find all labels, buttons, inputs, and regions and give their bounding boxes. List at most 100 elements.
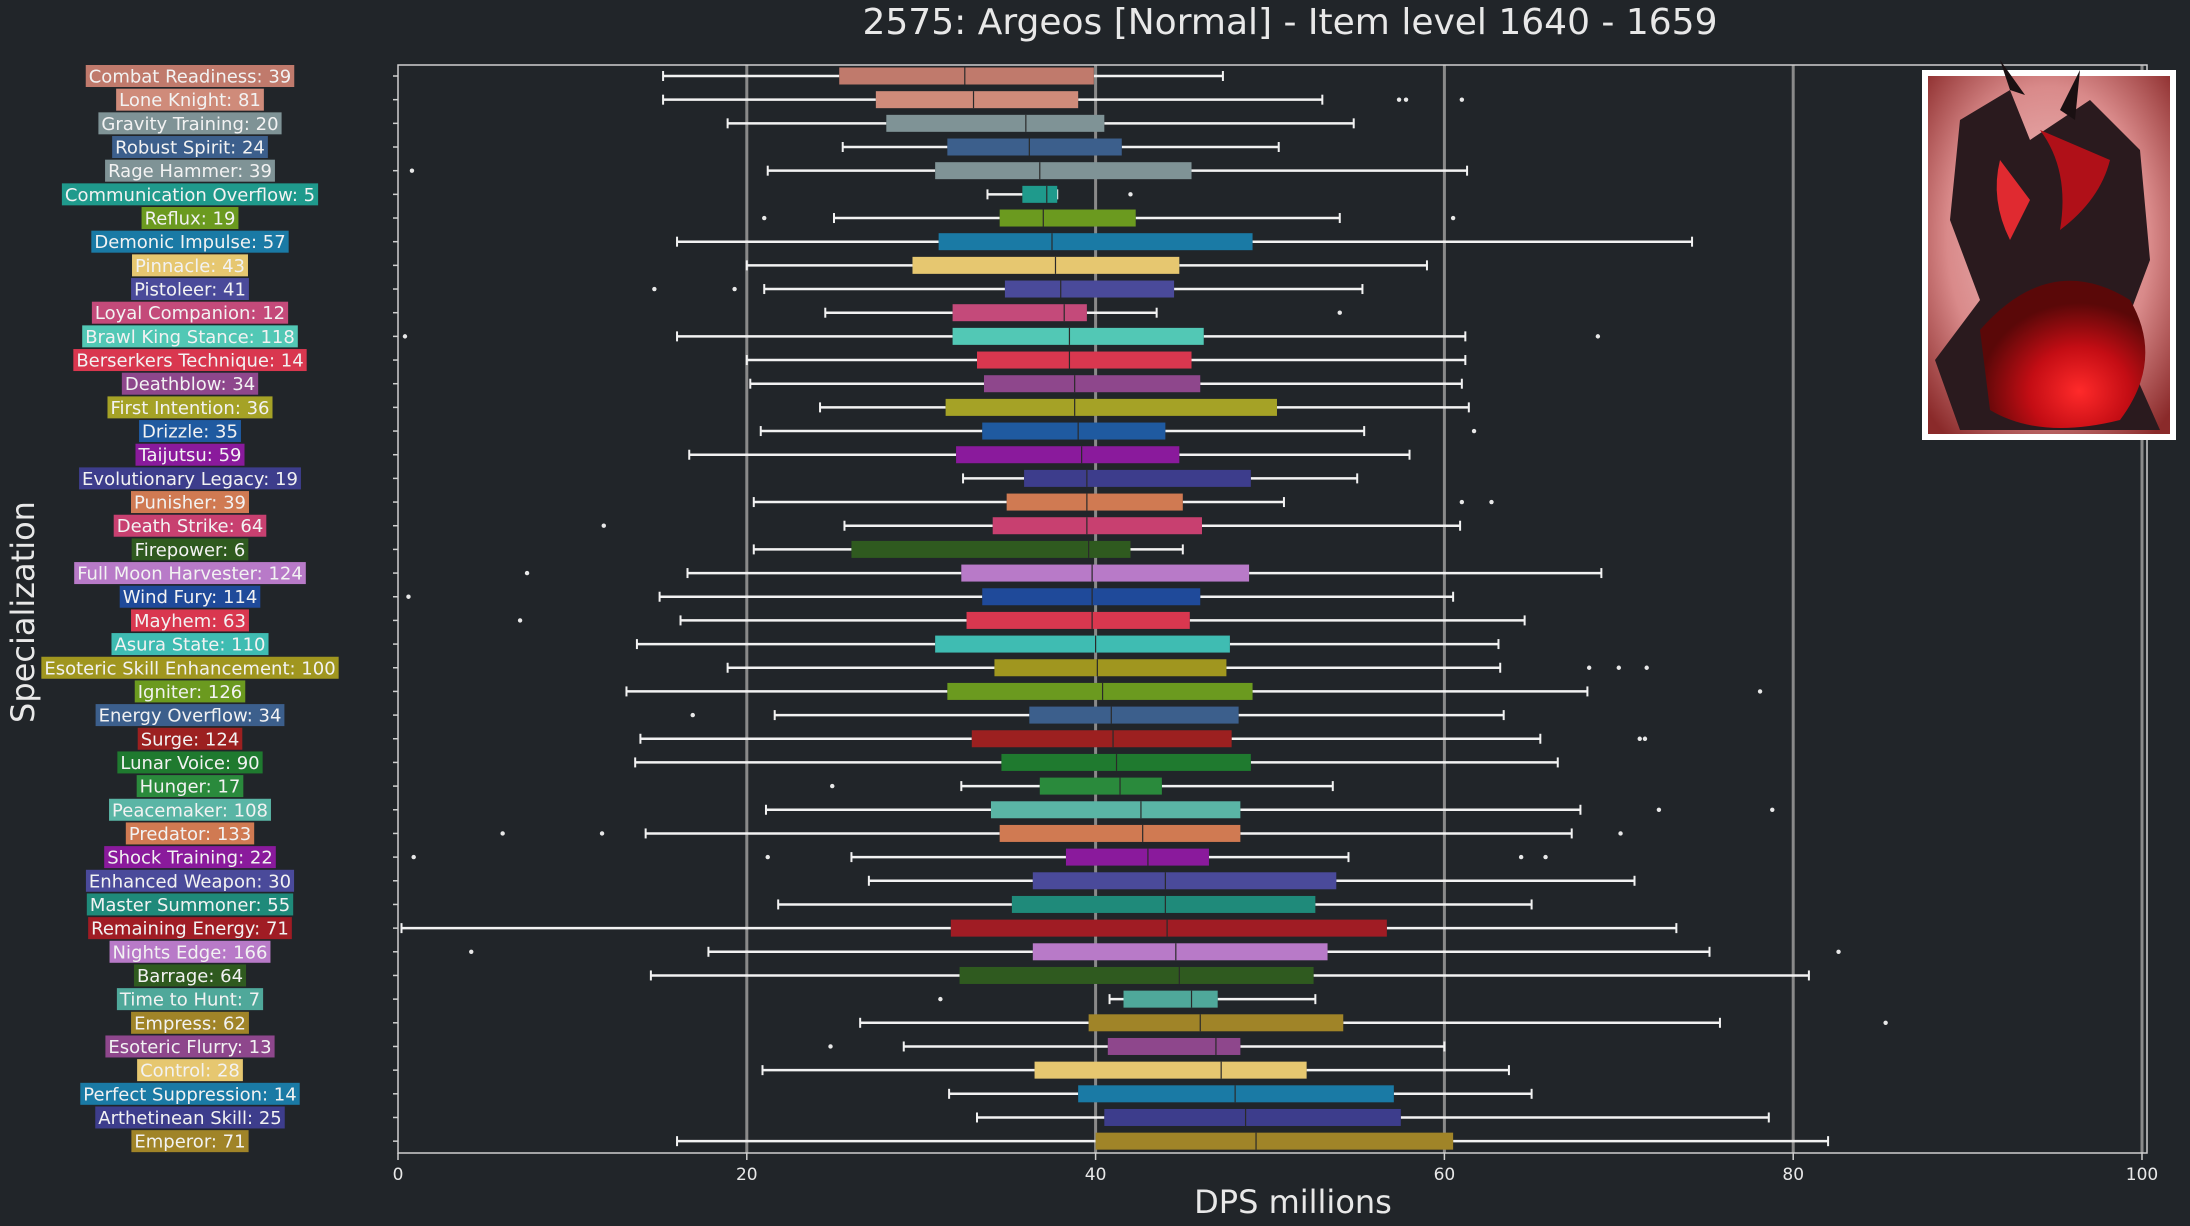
category-label-text: Igniter: 126 — [138, 682, 243, 703]
category-label-text: Master Summoner: 55 — [90, 895, 290, 916]
x-tick-label: 20 — [736, 1165, 758, 1185]
category-label-text: Evolutionary Legacy: 19 — [82, 469, 298, 490]
category-label: Gravity Training: 20 — [98, 112, 282, 135]
box-iqr — [1022, 185, 1058, 203]
box-group — [649, 966, 1810, 984]
category-label-text: Energy Overflow: 34 — [99, 706, 282, 727]
box-group — [662, 91, 1465, 109]
category-label-text: Emperor: 71 — [134, 1132, 245, 1153]
category-label: Surge: 124 — [137, 727, 243, 750]
box-iqr — [1029, 706, 1239, 724]
outlier-point — [1616, 665, 1622, 670]
box-iqr — [935, 635, 1230, 653]
outlier-point — [690, 712, 695, 718]
box-iqr — [982, 422, 1166, 440]
category-label: Peacemaker: 108 — [109, 798, 271, 821]
category-label-text: Pistoleer: 41 — [134, 280, 246, 301]
category-label-text: Pinnacle: 43 — [135, 256, 245, 277]
label-background — [107, 396, 273, 419]
box-iqr — [938, 233, 1253, 251]
outlier-point — [1637, 736, 1642, 741]
category-label-text: Empress: 62 — [134, 1013, 246, 1034]
category-label-text: Arthetinean Skill: 25 — [98, 1108, 282, 1129]
category-label-text: Peacemaker: 108 — [112, 800, 268, 821]
label-background — [80, 1082, 300, 1105]
label-background — [79, 467, 301, 490]
outlier-point — [601, 523, 606, 528]
outlier-point — [1489, 499, 1494, 505]
category-label: Wind Fury: 114 — [119, 585, 261, 608]
box-group — [962, 469, 1359, 487]
category-label-text: Punisher: 39 — [134, 493, 246, 514]
box-group — [752, 493, 1494, 511]
category-label-text: Barrage: 64 — [137, 966, 243, 987]
box-iqr — [886, 114, 1105, 132]
category-label: Energy Overflow: 34 — [95, 704, 285, 727]
category-label-text: Deathblow: 34 — [125, 374, 255, 395]
category-label: Demonic Impulse: 57 — [91, 230, 289, 253]
category-label: Pistoleer: 41 — [131, 278, 249, 301]
box-iqr — [1123, 990, 1218, 1008]
category-label-text: Reflux: 19 — [145, 209, 236, 230]
box-iqr — [1095, 1132, 1454, 1150]
label-background — [131, 1011, 249, 1034]
category-label: Pinnacle: 43 — [132, 254, 248, 277]
x-tick-label: 60 — [1434, 1165, 1456, 1185]
chart-title: 2575: Argeos [Normal] - Item level 1640 … — [863, 2, 1718, 43]
label-background — [104, 846, 276, 869]
outlier-point — [828, 1044, 833, 1049]
category-label-text: Death Strike: 64 — [117, 516, 264, 537]
outlier-point — [1642, 736, 1648, 741]
category-label-text: Brawl King Stance: 118 — [85, 327, 295, 348]
box-iqr — [1004, 280, 1175, 298]
x-tick-label: 0 — [393, 1165, 404, 1185]
box-iqr — [947, 138, 1122, 156]
category-label-text: Drizzle: 35 — [142, 422, 238, 443]
outlier-point — [1883, 1020, 1888, 1025]
box-iqr — [999, 824, 1241, 842]
label-background — [125, 822, 255, 845]
category-label-text: Firepower: 6 — [135, 540, 246, 561]
category-label-text: Nights Edge: 166 — [113, 942, 268, 963]
box-iqr — [1088, 1014, 1344, 1032]
label-background — [82, 325, 298, 348]
box-group — [828, 1037, 1446, 1055]
box-group — [948, 1085, 1533, 1103]
outlier-point — [652, 286, 657, 292]
label-background — [95, 1106, 285, 1129]
outlier-point — [1128, 192, 1133, 197]
outlier-point — [469, 949, 474, 954]
box-group — [400, 919, 1678, 937]
box-group — [601, 517, 1462, 535]
box-iqr — [1065, 848, 1209, 866]
box-iqr — [994, 659, 1227, 677]
category-label-text: Gravity Training: 20 — [101, 114, 278, 135]
category-label-text: Remaining Energy: 71 — [91, 919, 289, 940]
category-label: Arthetinean Skill: 25 — [95, 1106, 285, 1129]
category-label: Enhanced Weapon: 30 — [85, 869, 295, 892]
box-group — [752, 540, 1184, 558]
label-background — [141, 207, 239, 230]
box-iqr — [1006, 493, 1183, 511]
label-background — [109, 940, 271, 963]
box-group — [652, 280, 1364, 298]
box-group — [745, 256, 1428, 274]
outlier-point — [1518, 854, 1524, 860]
box-iqr — [950, 919, 1387, 937]
box-group — [688, 446, 1411, 464]
box-iqr — [1107, 1037, 1241, 1055]
box-iqr — [912, 256, 1180, 274]
box-iqr — [1032, 943, 1328, 961]
box-iqr — [952, 304, 1087, 322]
box-iqr — [839, 67, 1094, 85]
label-background — [85, 65, 295, 87]
box-group — [676, 233, 1694, 251]
x-axis-label: DPS millions — [1194, 1183, 1392, 1221]
category-label-text: Demonic Impulse: 57 — [94, 232, 285, 253]
x-axis-ticks: 0 20 40 60 80 100 — [393, 1153, 2158, 1185]
outlier-point — [1757, 689, 1763, 694]
box-iqr — [851, 540, 1131, 558]
label-background — [137, 727, 243, 750]
category-label: Time to Hunt: 7 — [116, 988, 264, 1011]
box-iqr — [935, 162, 1192, 180]
